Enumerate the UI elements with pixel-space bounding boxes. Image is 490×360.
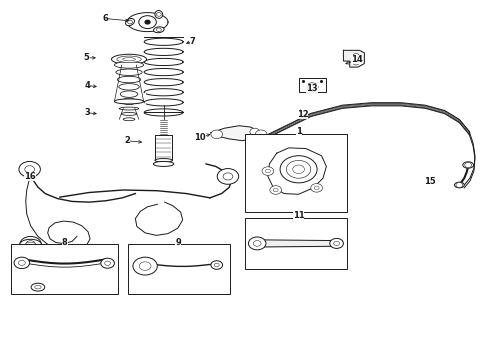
Circle shape <box>334 241 340 246</box>
Ellipse shape <box>155 10 163 18</box>
Circle shape <box>273 188 278 192</box>
Ellipse shape <box>455 182 464 188</box>
Ellipse shape <box>117 76 141 83</box>
Ellipse shape <box>31 283 45 291</box>
Text: 15: 15 <box>424 177 436 186</box>
Circle shape <box>280 156 317 183</box>
Circle shape <box>156 28 161 32</box>
Text: 4: 4 <box>84 81 90 90</box>
Circle shape <box>353 61 359 65</box>
Text: 3: 3 <box>84 108 90 117</box>
Circle shape <box>287 160 311 178</box>
Circle shape <box>14 257 30 269</box>
Text: 13: 13 <box>306 84 318 93</box>
Circle shape <box>19 260 25 265</box>
Ellipse shape <box>116 69 142 76</box>
Ellipse shape <box>125 18 134 26</box>
Ellipse shape <box>123 118 135 121</box>
Circle shape <box>248 237 266 250</box>
Circle shape <box>306 83 318 91</box>
Ellipse shape <box>119 107 139 110</box>
Polygon shape <box>343 50 365 67</box>
Circle shape <box>314 186 319 190</box>
Text: 7: 7 <box>190 37 196 46</box>
Circle shape <box>330 238 343 248</box>
Circle shape <box>211 130 222 139</box>
Circle shape <box>311 184 322 192</box>
Circle shape <box>270 186 282 194</box>
Circle shape <box>20 237 41 252</box>
Circle shape <box>145 20 150 24</box>
Ellipse shape <box>112 54 147 64</box>
Ellipse shape <box>35 285 41 289</box>
Text: 6: 6 <box>102 14 108 23</box>
Ellipse shape <box>119 84 139 90</box>
Circle shape <box>253 240 261 246</box>
Text: 16: 16 <box>24 172 35 181</box>
Ellipse shape <box>120 91 138 97</box>
Ellipse shape <box>153 27 164 33</box>
Text: 2: 2 <box>124 136 130 145</box>
Circle shape <box>133 257 157 275</box>
Circle shape <box>105 261 111 265</box>
Text: 1: 1 <box>295 127 301 136</box>
Bar <box>128 244 230 294</box>
Circle shape <box>217 168 239 184</box>
Bar <box>245 134 347 212</box>
Ellipse shape <box>463 162 473 168</box>
Ellipse shape <box>20 239 41 249</box>
Circle shape <box>255 130 267 139</box>
Ellipse shape <box>122 98 136 105</box>
Bar <box>298 78 326 92</box>
Ellipse shape <box>115 62 144 68</box>
Text: 12: 12 <box>296 110 308 119</box>
Ellipse shape <box>155 158 172 162</box>
Text: 9: 9 <box>175 238 181 247</box>
Ellipse shape <box>115 99 144 104</box>
Circle shape <box>19 161 40 177</box>
Circle shape <box>211 261 222 269</box>
Circle shape <box>456 183 463 188</box>
Text: 8: 8 <box>62 238 68 247</box>
Text: 11: 11 <box>293 211 304 220</box>
Ellipse shape <box>122 58 135 61</box>
Circle shape <box>25 166 34 173</box>
Text: 10: 10 <box>195 132 206 141</box>
Circle shape <box>139 16 156 28</box>
Ellipse shape <box>26 242 35 247</box>
Circle shape <box>156 13 161 16</box>
Circle shape <box>293 165 304 174</box>
Ellipse shape <box>117 56 141 63</box>
Circle shape <box>26 241 35 248</box>
Bar <box>245 217 347 269</box>
Text: 5: 5 <box>84 53 90 62</box>
Circle shape <box>139 262 151 270</box>
Circle shape <box>127 20 132 24</box>
Circle shape <box>214 263 219 267</box>
Circle shape <box>353 54 359 58</box>
Circle shape <box>262 167 274 175</box>
Circle shape <box>223 173 233 180</box>
Circle shape <box>250 128 260 135</box>
Circle shape <box>256 135 268 143</box>
Ellipse shape <box>153 161 174 166</box>
Polygon shape <box>211 126 260 141</box>
Bar <box>155 135 172 160</box>
Circle shape <box>101 258 115 268</box>
Circle shape <box>465 162 471 167</box>
Circle shape <box>266 169 270 173</box>
Ellipse shape <box>121 112 137 115</box>
Bar <box>11 244 118 294</box>
Text: 14: 14 <box>351 55 363 64</box>
